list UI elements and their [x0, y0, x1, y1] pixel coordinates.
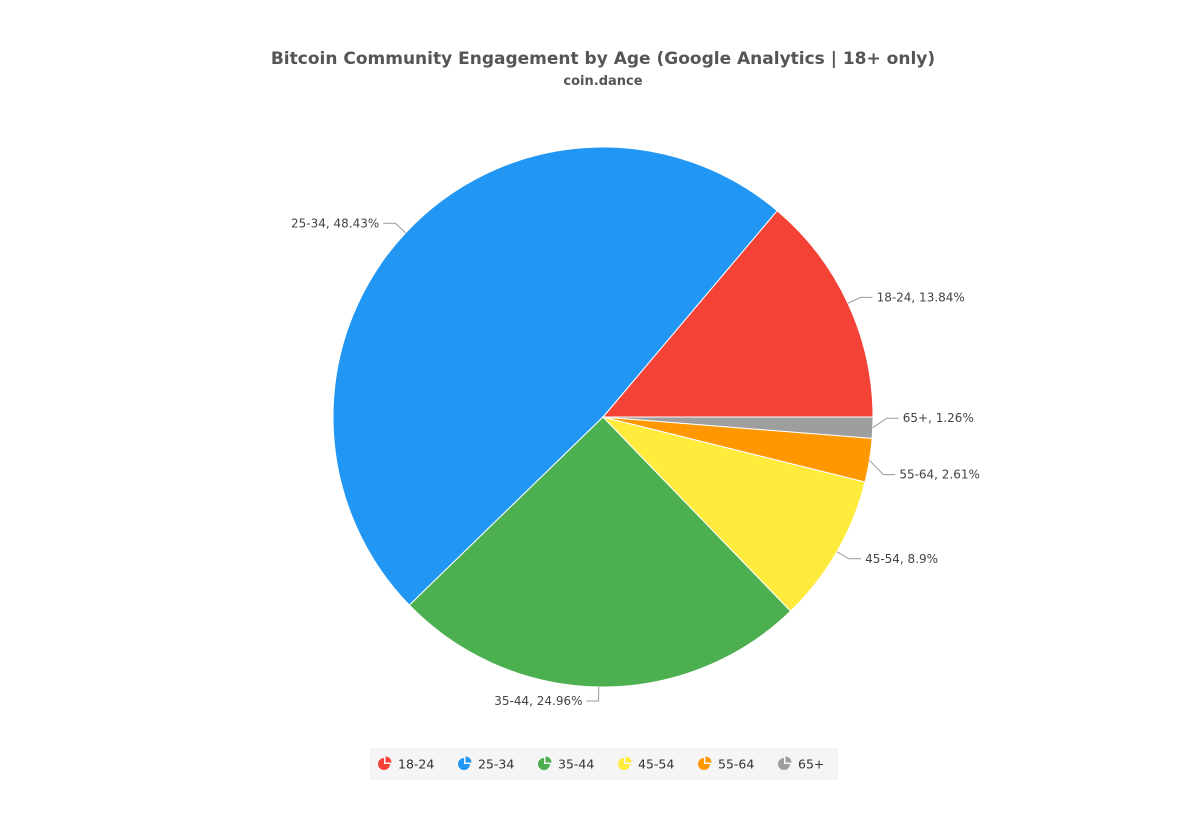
legend-background — [370, 748, 838, 780]
label-connector-55-64 — [869, 459, 896, 476]
legend-pie-wedge-icon — [465, 756, 472, 763]
legend-label: 45-54 — [638, 757, 674, 772]
legend-pie-icon — [698, 758, 710, 770]
data-label-18-24: 18-24, 13.84% — [877, 290, 965, 304]
legend-label: 65+ — [798, 757, 824, 772]
pie-slice-18-24[interactable] — [601, 209, 874, 418]
data-label-55-64: 55-64, 2.61% — [899, 468, 980, 482]
chart-subtitle: coin.dance — [563, 74, 642, 89]
legend-item-65+[interactable]: 65+ — [778, 756, 824, 772]
legend-label: 18-24 — [398, 757, 434, 772]
data-label-45-54: 45-54, 8.9% — [865, 552, 938, 566]
label-connector-18-24 — [847, 296, 873, 304]
legend-pie-icon — [618, 758, 630, 770]
legend-label: 55-64 — [718, 757, 754, 772]
legend-item-55-64[interactable]: 55-64 — [698, 756, 754, 772]
legend-pie-wedge-icon — [545, 756, 552, 763]
pie-slice-35-44[interactable] — [408, 416, 792, 688]
legend-pie-wedge-icon — [705, 756, 712, 763]
data-label-65+: 65+, 1.26% — [903, 411, 974, 425]
legend-item-25-34[interactable]: 25-34 — [458, 756, 514, 772]
label-connector-45-54 — [836, 551, 862, 560]
legend-item-35-44[interactable]: 35-44 — [538, 756, 594, 772]
legend: 18-24 25-34 35-44 45-54 55-64 65+ — [370, 748, 838, 780]
legend-pie-wedge-icon — [785, 756, 792, 763]
pie-slices — [332, 146, 874, 688]
legend-pie-icon — [378, 758, 390, 770]
legend-pie-icon — [778, 758, 790, 770]
data-labels: 18-24, 13.84% 25-34, 48.43% 35-44, 24.96% 4… — [291, 216, 980, 708]
label-connector-65+ — [872, 417, 899, 429]
label-connector-25-34 — [383, 222, 406, 234]
legend-item-18-24[interactable]: 18-24 — [378, 756, 434, 772]
legend-label: 25-34 — [478, 757, 514, 772]
data-label-35-44: 35-44, 24.96% — [494, 694, 582, 708]
pie-slice-65+[interactable] — [602, 416, 874, 439]
chart-title: Bitcoin Community Engagement by Age (Goo… — [271, 49, 935, 69]
data-label-25-34: 25-34, 48.43% — [291, 216, 379, 230]
legend-pie-icon — [458, 758, 470, 770]
legend-pie-wedge-icon — [385, 756, 392, 763]
legend-label: 35-44 — [558, 757, 594, 772]
legend-pie-icon — [538, 758, 550, 770]
legend-item-45-54[interactable]: 45-54 — [618, 756, 674, 772]
label-connector-35-44 — [586, 686, 600, 702]
legend-pie-wedge-icon — [625, 756, 632, 763]
pie-slice-25-34[interactable] — [332, 146, 778, 606]
